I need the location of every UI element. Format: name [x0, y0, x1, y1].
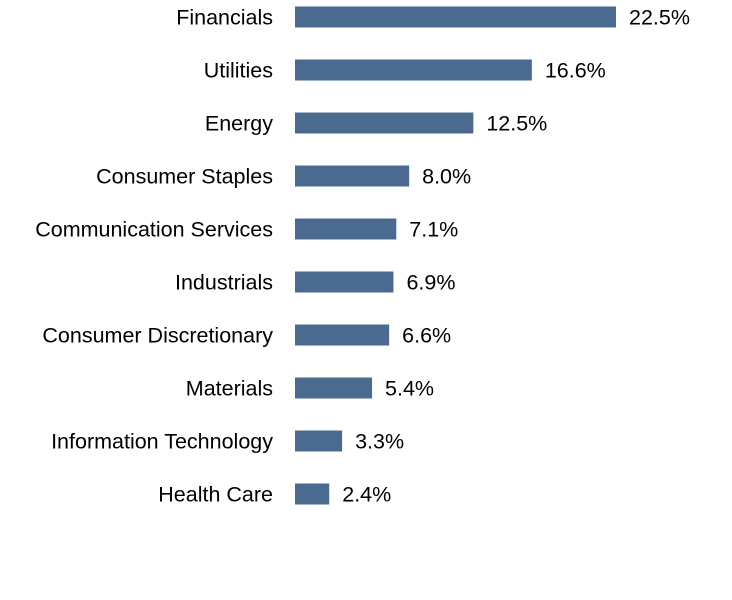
value-label: 3.3%: [355, 430, 404, 454]
bar-consumer-discretionary: [295, 324, 390, 346]
value-label: 6.9%: [406, 271, 455, 295]
value-labels-group: 22.5% 16.6% 12.5% 8.0% 7.1% 6.9% 6.6% 5.4% 3.3% 2…: [342, 6, 690, 507]
bar-industrials: [295, 271, 394, 293]
bar-materials: [295, 377, 373, 399]
value-label: 16.6%: [545, 59, 606, 83]
category-label: Financials: [176, 6, 273, 30]
bar-information-technology: [295, 430, 343, 452]
category-labels-group: Financials Utilities Energy Consumer Staple…: [35, 6, 273, 507]
category-label: Consumer Discretionary: [42, 324, 273, 348]
bar-energy: [295, 112, 474, 134]
value-label: 8.0%: [422, 165, 471, 189]
category-label: Consumer Staples: [96, 165, 273, 189]
category-label: Materials: [186, 377, 273, 401]
category-label: Information Technology: [51, 430, 273, 454]
value-label: 6.6%: [402, 324, 451, 348]
value-label: 2.4%: [342, 483, 391, 507]
bar-financials: [295, 6, 616, 28]
value-label: 7.1%: [409, 218, 458, 242]
bars-group: [295, 6, 616, 505]
category-label: Communication Services: [35, 218, 273, 242]
value-label: 12.5%: [486, 112, 547, 136]
category-label: Industrials: [175, 271, 273, 295]
category-label: Energy: [205, 112, 273, 136]
bar-communication-services: [295, 218, 397, 240]
value-label: 22.5%: [629, 6, 690, 30]
bar-consumer-staples: [295, 165, 410, 187]
category-label: Health Care: [158, 483, 273, 507]
category-label: Utilities: [204, 59, 273, 83]
value-label: 5.4%: [385, 377, 434, 401]
bar-utilities: [295, 59, 532, 81]
bar-health-care: [295, 483, 330, 505]
